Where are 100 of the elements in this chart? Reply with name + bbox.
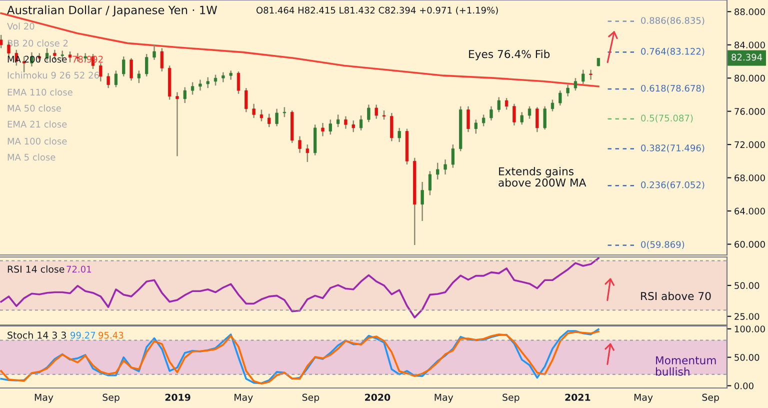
x-tick-label: Sep (702, 394, 719, 403)
candlestick (206, 76, 210, 89)
text: O81.464 H82.415 L81.432 C82.394 +0.971 (+1.19%) (256, 6, 498, 15)
annotation: 72.01 (66, 266, 92, 273)
candlestick (0, 34, 3, 49)
candlestick (497, 96, 500, 113)
x-tick-label: Sep (102, 394, 120, 403)
x-tick-label: May (34, 394, 54, 403)
candlestick (428, 170, 432, 196)
candlestick (160, 48, 164, 72)
ref-line-label: 0.236(67.052) (641, 181, 704, 190)
candlestick (398, 127, 401, 143)
candlestick (444, 158, 447, 176)
candlestick (466, 106, 470, 133)
y-tick-label: 50.00 (734, 354, 760, 361)
candlestick (236, 70, 240, 94)
annotation: EMA 110 close (8, 88, 72, 96)
candlestick (152, 44, 156, 60)
x-tick-label: 2019 (165, 394, 190, 401)
candlestick (550, 99, 554, 112)
candlestick (420, 181, 424, 222)
annotation: MA 100 close (8, 138, 67, 145)
candlestick (566, 84, 570, 97)
annotation: Momentum bullish (656, 356, 716, 376)
x-tick-label: May (434, 394, 454, 403)
y-tick-label: 80.000 (734, 74, 765, 82)
candlestick (436, 162, 440, 180)
candlestick (512, 103, 516, 126)
candlestick (68, 50, 72, 63)
candlestick (374, 104, 378, 120)
annotation: EMA 21 close (8, 120, 67, 128)
y-tick-label: 72.000 (734, 141, 765, 148)
candlestick (589, 69, 592, 80)
candlestick (536, 106, 539, 133)
x-tick-label: Sep (502, 394, 520, 403)
y-tick-label: 100.00 (734, 326, 765, 332)
candlestick (252, 103, 256, 119)
candlestick (190, 82, 194, 96)
annotation: 99.27 (70, 332, 96, 339)
candlestick (130, 58, 133, 82)
candlestick (359, 114, 363, 132)
candlestick (268, 113, 271, 128)
y-tick-label: 68.000 (734, 174, 765, 182)
candlestick (482, 114, 486, 127)
y-tick-label: 76.000 (734, 108, 765, 115)
candlestick (145, 53, 148, 78)
ref-line-label: 0.382(71.496) (641, 144, 704, 152)
annotation: Eyes 76.4% Fib (469, 50, 550, 60)
candlestick (336, 114, 340, 128)
candlestick (352, 120, 355, 133)
y-tick-label: 25.00 (734, 313, 760, 320)
annotation: Vol 20 (7, 22, 34, 30)
x-tick-label: May (234, 394, 253, 403)
candlestick (390, 112, 394, 142)
candlestick (137, 70, 141, 84)
x-tick-label: May (634, 394, 653, 403)
y-tick-label: 84.000 (734, 42, 765, 48)
candlestick (504, 97, 508, 110)
x-tick-label: 2020 (365, 394, 390, 401)
candlestick (198, 79, 202, 92)
candlestick (474, 118, 478, 134)
chart-title: Australian Dollar / Japanese Yen · 1W (7, 5, 218, 17)
text: 82.394 (732, 54, 762, 61)
candlestick (260, 109, 264, 122)
line-series (0, 257, 600, 318)
candlestick (574, 77, 578, 92)
y-tick-label: 88.000 (734, 8, 765, 16)
y-tick-label: 60.000 (734, 240, 765, 248)
candlestick (114, 70, 118, 88)
annotation: Ichimoku 9 26 52 26 (8, 72, 99, 79)
chart-title: Stoch 14 3 3 (8, 331, 66, 339)
candlestick (382, 110, 386, 120)
candlestick (183, 86, 186, 104)
x-tick-label: 2021 (565, 394, 590, 401)
candlestick (106, 72, 110, 89)
candlestick (222, 72, 225, 83)
candlestick (520, 112, 524, 126)
candlestick (298, 136, 302, 154)
annotation: Extends gains above 200W MA (498, 167, 586, 187)
candlestick (214, 74, 218, 86)
annotation: RSI above 70 (641, 292, 711, 300)
text: RSI 14 close (8, 265, 64, 273)
candlestick (321, 122, 324, 137)
ref-line-label: 0.886(86.835) (641, 16, 704, 25)
annotation: MA 50 close (8, 104, 61, 112)
candlestick (528, 106, 532, 120)
candlestick (176, 92, 179, 157)
candlestick (367, 104, 370, 123)
x-tick-label: Sep (302, 394, 320, 403)
annotation: MA 5 close (8, 154, 56, 161)
candlestick (558, 90, 562, 106)
candlestick (582, 69, 585, 85)
candlestick (122, 56, 126, 78)
candlestick (99, 62, 102, 82)
y-tick-label: 64.000 (734, 208, 765, 215)
candlestick (282, 106, 286, 118)
candlestick (306, 144, 310, 163)
candlestick (244, 87, 248, 113)
candlestick (328, 118, 332, 136)
annotation: 95.43 (98, 332, 124, 339)
